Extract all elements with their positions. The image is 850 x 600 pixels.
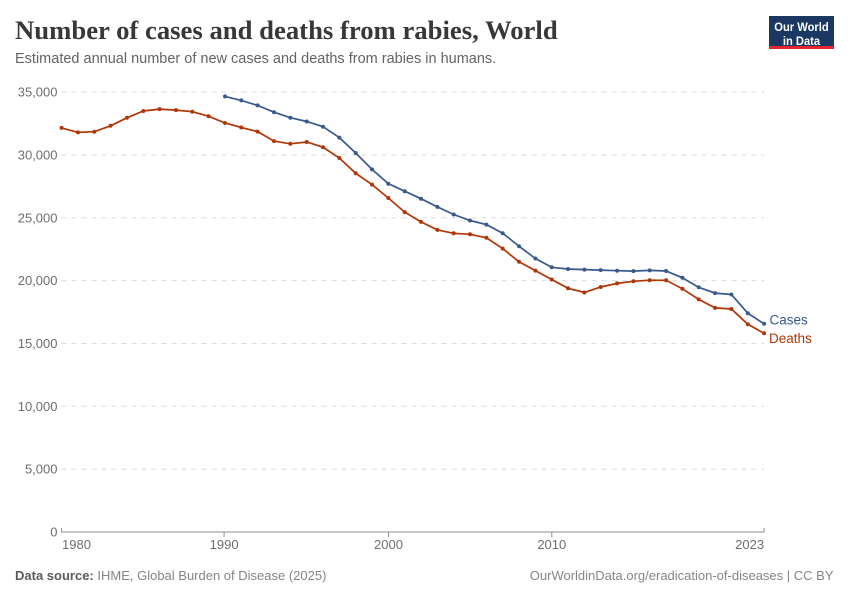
svg-text:10,000: 10,000 (18, 399, 58, 414)
svg-text:0: 0 (50, 525, 57, 540)
svg-text:20,000: 20,000 (18, 273, 58, 288)
svg-text:2023: 2023 (735, 537, 764, 552)
svg-text:5,000: 5,000 (25, 462, 58, 477)
svg-text:1990: 1990 (210, 537, 239, 552)
svg-text:Deaths: Deaths (769, 331, 812, 346)
svg-text:15,000: 15,000 (18, 336, 58, 351)
svg-text:1980: 1980 (62, 537, 91, 552)
svg-text:25,000: 25,000 (18, 210, 58, 225)
svg-text:35,000: 35,000 (18, 85, 58, 100)
svg-text:2010: 2010 (537, 537, 566, 552)
svg-text:30,000: 30,000 (18, 148, 58, 163)
svg-text:2000: 2000 (374, 537, 403, 552)
svg-text:Cases: Cases (770, 313, 809, 328)
